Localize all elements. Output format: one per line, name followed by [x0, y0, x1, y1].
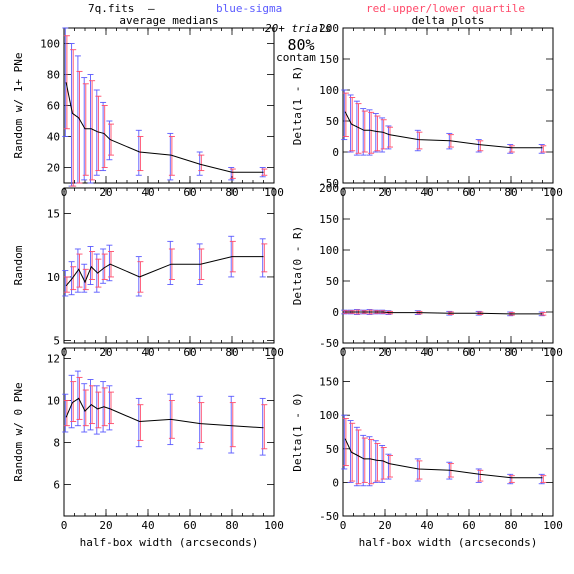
p3-ytick-label: 15 [47, 207, 60, 220]
contam-label: contam [276, 51, 316, 64]
legend-sigma: blue-sigma [216, 2, 282, 15]
legend-quartile: red-upper/lower quartile [366, 2, 525, 15]
p2-ytick-label: 200 [319, 22, 339, 35]
p3-ytick-label: 5 [53, 334, 60, 347]
p2-ytick-label: 100 [319, 84, 339, 97]
p4-frame [342, 187, 554, 344]
p5-xtick-label: 60 [183, 519, 196, 532]
p4-ytick-label: 50 [326, 275, 339, 288]
p2-frame [342, 27, 554, 184]
p5-ylabel: Random w/ 0 PNe [12, 382, 25, 481]
p5-ytick-label: 12 [47, 353, 60, 366]
p1-ytick-label: 100 [40, 38, 60, 51]
panel-p5: 0 20 40 60 80 100 6 8 10 12 Random w/ 0 PNe half-bo… [12, 347, 284, 549]
p2-ytick-label: 0 [332, 146, 339, 159]
p5-xlabel: half-box width (arcseconds) [80, 536, 259, 549]
p4-ytick-label: 100 [319, 244, 339, 257]
p5-xtick-label: 40 [141, 519, 154, 532]
p2-ylabel: Delta(1 - R) [291, 66, 304, 145]
p4-median-line [345, 311, 543, 315]
file-name: 7q.fits [88, 2, 134, 15]
p5-median-line [65, 397, 264, 429]
p4-ytick-label: -50 [319, 337, 339, 350]
p2-title: delta plots [412, 14, 485, 27]
p6-xtick-label: 100 [543, 519, 563, 532]
p5-xtick-label: 80 [225, 519, 238, 532]
p6-xtick-label: 0 [340, 519, 347, 532]
p1-ytick-label: 60 [47, 100, 60, 113]
p5-ytick-label: 6 [53, 479, 60, 492]
p2-ytick-label: -50 [319, 177, 339, 190]
p6-ytick-label: 100 [319, 409, 339, 422]
p4-ytick-label: 0 [332, 306, 339, 319]
p6-ylabel: Delta(1 - 0) [291, 392, 304, 471]
p6-frame [342, 347, 554, 517]
p5-xtick-label: 0 [61, 519, 68, 532]
p2-ytick-label: 150 [319, 53, 339, 66]
p6-xtick-label: 60 [462, 519, 475, 532]
p6-ytick-label: 150 [319, 376, 339, 389]
p3-median-line [65, 256, 264, 287]
p3-ytick-label: 10 [47, 271, 60, 284]
p5-ytick-label: 8 [53, 437, 60, 450]
header: 7q.fits — blue-sigma red-upper/lower qua… [88, 2, 525, 64]
p6-ytick-label: 0 [332, 476, 339, 489]
p2-ytick-label: 50 [326, 115, 339, 128]
p5-xtick-label: 100 [264, 519, 284, 532]
p6-median-line [344, 438, 543, 479]
p4-ytick-label: 200 [319, 182, 339, 195]
header-dash: — [148, 2, 155, 15]
p6-xtick-label: 20 [378, 519, 391, 532]
p6-ytick-label: -50 [319, 510, 339, 523]
trials-label: 20+ trials [265, 22, 331, 35]
p6-xlabel: half-box width (arcseconds) [359, 536, 538, 549]
p1-ytick-label: 80 [47, 69, 60, 82]
p1-median-line [65, 82, 264, 173]
p6-xtick-label: 80 [504, 519, 517, 532]
p1-ytick-label: 20 [47, 162, 60, 175]
p1-ytick-label: 40 [47, 131, 60, 144]
p1-ylabel: Random w/ 1+ PNe [12, 53, 25, 159]
p5-frame [63, 347, 275, 517]
p4-ytick-label: 150 [319, 213, 339, 226]
p1-frame [63, 27, 275, 184]
p5-xtick-label: 20 [99, 519, 112, 532]
p2-median-line [344, 111, 543, 149]
p6-xtick-label: 40 [420, 519, 433, 532]
p5-ytick-label: 10 [47, 395, 60, 408]
contam-percent: 80% [287, 36, 314, 54]
p3-ylabel: Random [12, 245, 25, 285]
p4-ylabel: Delta(0 - R) [291, 226, 304, 305]
p1-title: average medians [119, 14, 218, 27]
p6-ytick-label: 50 [326, 443, 339, 456]
